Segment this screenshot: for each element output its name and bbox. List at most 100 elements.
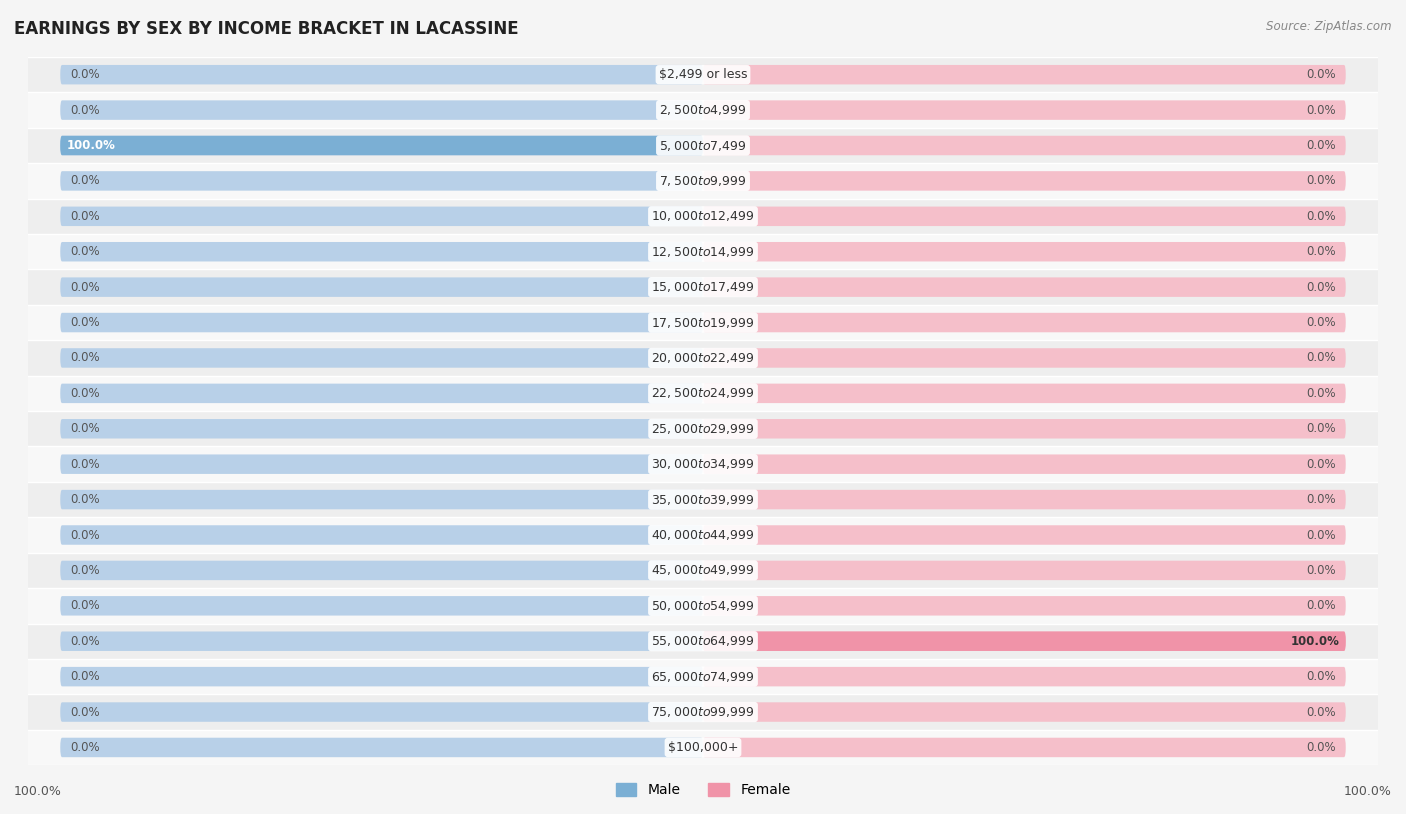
Text: $17,500 to $19,999: $17,500 to $19,999 bbox=[651, 316, 755, 330]
FancyBboxPatch shape bbox=[60, 278, 703, 297]
Bar bbox=[28, 482, 1378, 518]
FancyBboxPatch shape bbox=[703, 242, 1346, 261]
FancyBboxPatch shape bbox=[703, 525, 1346, 545]
FancyBboxPatch shape bbox=[60, 348, 703, 368]
FancyBboxPatch shape bbox=[60, 490, 703, 510]
FancyBboxPatch shape bbox=[703, 419, 1346, 439]
Text: 0.0%: 0.0% bbox=[70, 210, 100, 223]
Text: 0.0%: 0.0% bbox=[1306, 528, 1336, 541]
Text: 0.0%: 0.0% bbox=[70, 493, 100, 506]
FancyBboxPatch shape bbox=[703, 136, 1346, 155]
Text: 0.0%: 0.0% bbox=[1306, 670, 1336, 683]
FancyBboxPatch shape bbox=[60, 419, 703, 439]
Text: 0.0%: 0.0% bbox=[1306, 352, 1336, 365]
Bar bbox=[28, 694, 1378, 730]
Text: 0.0%: 0.0% bbox=[70, 599, 100, 612]
Text: 0.0%: 0.0% bbox=[70, 422, 100, 435]
Text: 0.0%: 0.0% bbox=[1306, 706, 1336, 719]
Text: 0.0%: 0.0% bbox=[70, 103, 100, 116]
Text: 0.0%: 0.0% bbox=[1306, 316, 1336, 329]
Text: $35,000 to $39,999: $35,000 to $39,999 bbox=[651, 492, 755, 506]
Bar bbox=[28, 624, 1378, 659]
Text: 100.0%: 100.0% bbox=[1291, 635, 1340, 648]
Text: 0.0%: 0.0% bbox=[1306, 741, 1336, 754]
Text: 0.0%: 0.0% bbox=[70, 670, 100, 683]
FancyBboxPatch shape bbox=[703, 383, 1346, 403]
Text: EARNINGS BY SEX BY INCOME BRACKET IN LACASSINE: EARNINGS BY SEX BY INCOME BRACKET IN LAC… bbox=[14, 20, 519, 38]
Text: 0.0%: 0.0% bbox=[70, 528, 100, 541]
Bar bbox=[28, 128, 1378, 163]
Text: $7,500 to $9,999: $7,500 to $9,999 bbox=[659, 174, 747, 188]
Bar bbox=[28, 163, 1378, 199]
Bar bbox=[28, 199, 1378, 234]
Text: 0.0%: 0.0% bbox=[70, 741, 100, 754]
Bar bbox=[28, 375, 1378, 411]
FancyBboxPatch shape bbox=[60, 632, 703, 651]
FancyBboxPatch shape bbox=[60, 242, 703, 261]
Text: $75,000 to $99,999: $75,000 to $99,999 bbox=[651, 705, 755, 719]
Text: 0.0%: 0.0% bbox=[1306, 245, 1336, 258]
Bar bbox=[28, 234, 1378, 269]
FancyBboxPatch shape bbox=[703, 348, 1346, 368]
FancyBboxPatch shape bbox=[703, 737, 1346, 757]
FancyBboxPatch shape bbox=[60, 100, 703, 120]
FancyBboxPatch shape bbox=[703, 667, 1346, 686]
FancyBboxPatch shape bbox=[60, 313, 703, 332]
FancyBboxPatch shape bbox=[60, 171, 703, 190]
Text: $15,000 to $17,499: $15,000 to $17,499 bbox=[651, 280, 755, 294]
Text: 0.0%: 0.0% bbox=[1306, 139, 1336, 152]
Text: 0.0%: 0.0% bbox=[70, 706, 100, 719]
Text: 0.0%: 0.0% bbox=[1306, 281, 1336, 294]
Text: Source: ZipAtlas.com: Source: ZipAtlas.com bbox=[1267, 20, 1392, 33]
Text: 0.0%: 0.0% bbox=[1306, 422, 1336, 435]
Bar bbox=[28, 304, 1378, 340]
Text: 0.0%: 0.0% bbox=[70, 245, 100, 258]
Text: 0.0%: 0.0% bbox=[1306, 68, 1336, 81]
Bar bbox=[28, 588, 1378, 624]
Text: $55,000 to $64,999: $55,000 to $64,999 bbox=[651, 634, 755, 648]
Text: 0.0%: 0.0% bbox=[1306, 599, 1336, 612]
FancyBboxPatch shape bbox=[60, 136, 703, 155]
FancyBboxPatch shape bbox=[703, 490, 1346, 510]
FancyBboxPatch shape bbox=[703, 65, 1346, 85]
Text: 0.0%: 0.0% bbox=[1306, 210, 1336, 223]
Bar bbox=[28, 269, 1378, 304]
Text: 100.0%: 100.0% bbox=[1344, 785, 1392, 798]
Text: $20,000 to $22,499: $20,000 to $22,499 bbox=[651, 351, 755, 365]
FancyBboxPatch shape bbox=[703, 207, 1346, 226]
FancyBboxPatch shape bbox=[703, 632, 1346, 651]
Text: $65,000 to $74,999: $65,000 to $74,999 bbox=[651, 670, 755, 684]
FancyBboxPatch shape bbox=[60, 525, 703, 545]
Text: 100.0%: 100.0% bbox=[14, 785, 62, 798]
Bar bbox=[28, 411, 1378, 446]
Text: $40,000 to $44,999: $40,000 to $44,999 bbox=[651, 528, 755, 542]
Text: $100,000+: $100,000+ bbox=[668, 741, 738, 754]
Text: $45,000 to $49,999: $45,000 to $49,999 bbox=[651, 563, 755, 577]
FancyBboxPatch shape bbox=[60, 454, 703, 474]
FancyBboxPatch shape bbox=[703, 278, 1346, 297]
Text: $10,000 to $12,499: $10,000 to $12,499 bbox=[651, 209, 755, 223]
Text: $30,000 to $34,999: $30,000 to $34,999 bbox=[651, 457, 755, 471]
Text: 0.0%: 0.0% bbox=[1306, 457, 1336, 470]
Text: 0.0%: 0.0% bbox=[70, 387, 100, 400]
Text: 0.0%: 0.0% bbox=[70, 564, 100, 577]
Bar bbox=[28, 659, 1378, 694]
Text: 0.0%: 0.0% bbox=[70, 68, 100, 81]
Text: 0.0%: 0.0% bbox=[70, 457, 100, 470]
Bar bbox=[28, 92, 1378, 128]
FancyBboxPatch shape bbox=[60, 561, 703, 580]
Text: 0.0%: 0.0% bbox=[1306, 103, 1336, 116]
Text: 0.0%: 0.0% bbox=[1306, 564, 1336, 577]
Bar bbox=[28, 340, 1378, 375]
Text: $50,000 to $54,999: $50,000 to $54,999 bbox=[651, 599, 755, 613]
Text: 0.0%: 0.0% bbox=[70, 635, 100, 648]
FancyBboxPatch shape bbox=[60, 207, 703, 226]
Bar bbox=[28, 446, 1378, 482]
FancyBboxPatch shape bbox=[60, 596, 703, 615]
FancyBboxPatch shape bbox=[703, 171, 1346, 190]
Text: 0.0%: 0.0% bbox=[1306, 493, 1336, 506]
Bar bbox=[28, 57, 1378, 92]
Text: $5,000 to $7,499: $5,000 to $7,499 bbox=[659, 138, 747, 152]
Text: 0.0%: 0.0% bbox=[1306, 387, 1336, 400]
FancyBboxPatch shape bbox=[60, 702, 703, 722]
